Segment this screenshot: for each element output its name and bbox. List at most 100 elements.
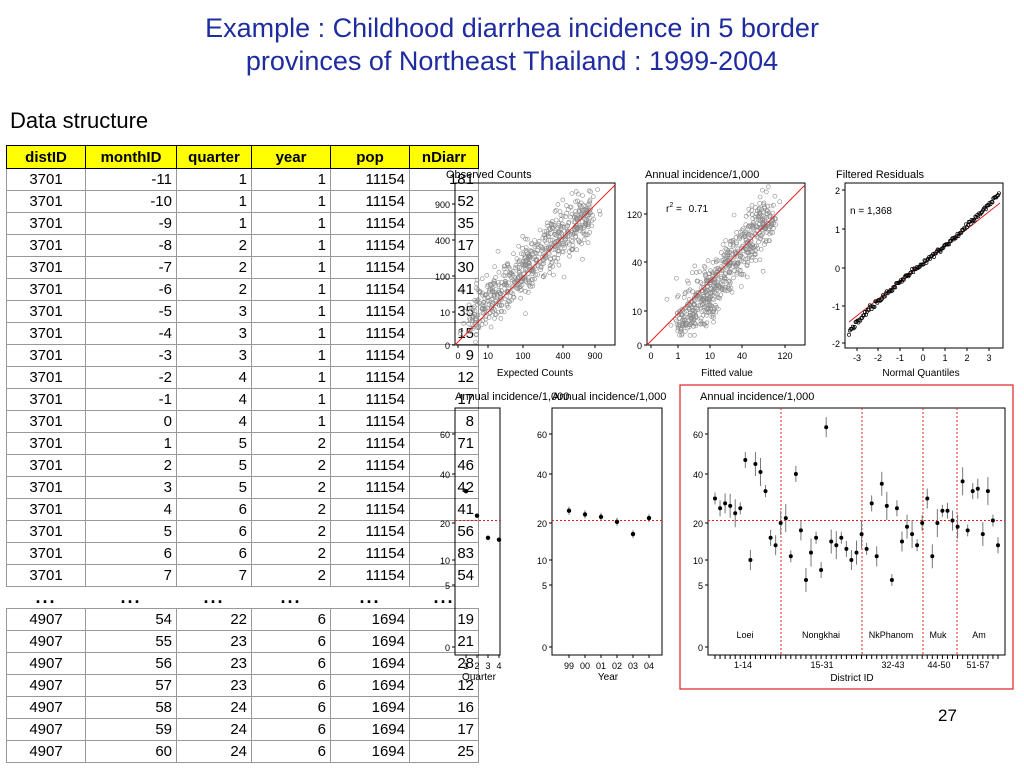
data-point (489, 302, 494, 308)
data-point (507, 299, 513, 304)
data-point (484, 295, 490, 300)
x-tick-label: 4 (496, 661, 501, 671)
data-point (496, 537, 502, 542)
y-tick-label: 100 (435, 272, 450, 282)
data-point (564, 203, 569, 208)
data-point (756, 212, 762, 218)
data-point (506, 280, 511, 286)
data-point (501, 309, 507, 315)
data-point (746, 206, 752, 212)
data-point (578, 224, 584, 230)
x-tick-label: 99 (564, 661, 574, 671)
data-point (685, 278, 690, 284)
data-point (905, 524, 909, 529)
data-point (688, 315, 694, 321)
x-tick-label: 44-50 (927, 660, 950, 670)
data-point (704, 312, 709, 318)
data-point (577, 203, 583, 208)
data-point (460, 288, 466, 293)
data-point (900, 539, 904, 544)
data-point (710, 271, 715, 277)
column-header-ndiarr: nDiarr (409, 145, 479, 169)
data-point (472, 308, 478, 314)
data-point (709, 314, 715, 320)
data-point (498, 309, 504, 314)
data-point (514, 280, 520, 285)
data-point (678, 326, 684, 332)
x-axis-label: District ID (830, 673, 873, 684)
y-tick-label: 2 (835, 186, 840, 196)
x-tick-label: -3 (853, 353, 861, 363)
data-point (874, 554, 879, 559)
data-point (970, 219, 975, 224)
y-tick-label: 5 (445, 581, 450, 591)
data-point (583, 232, 589, 238)
data-point (718, 250, 724, 255)
data-point (854, 319, 859, 324)
data-point (707, 297, 712, 303)
x-axis-label: Fitted value (701, 368, 753, 379)
data-point (733, 511, 738, 516)
data-point (674, 275, 679, 281)
data-point (582, 512, 588, 517)
y-tick-label: 0 (835, 264, 840, 274)
data-point (532, 244, 538, 249)
table-cell: 11154 (330, 322, 410, 345)
data-point (738, 506, 743, 511)
y-tick-label: 0 (637, 341, 642, 351)
chart-observed-counts: Observed Counts 0 10 100 400 900 0 10 100 400 900 E… (435, 169, 616, 379)
table-row: 4907 58 24 6 1694 16 (6, 696, 479, 719)
data-point (466, 302, 472, 308)
data-point (748, 252, 754, 258)
data-point (533, 266, 538, 272)
data-point (482, 309, 488, 315)
data-point (755, 217, 761, 222)
y-tick-label: 40 (693, 470, 703, 480)
chart-title: Filtered Residuals (836, 169, 925, 181)
data-point (544, 240, 549, 246)
data-point (528, 241, 534, 246)
table-row: 3701 -3 3 1 11154 9 (6, 344, 479, 367)
chart-title: Annual incidence/1,000 (700, 391, 814, 403)
data-point (718, 275, 724, 281)
data-point (690, 270, 695, 276)
data-point (488, 324, 494, 330)
data-point (734, 230, 740, 235)
data-point (690, 289, 696, 294)
data-point (560, 213, 566, 219)
data-point (768, 535, 773, 540)
data-point (726, 270, 732, 275)
data-point (506, 264, 512, 270)
y-tick-label: 10 (440, 556, 450, 566)
data-point (731, 212, 737, 218)
data-point (750, 212, 755, 217)
y-tick-label: 20 (440, 519, 450, 529)
x-axis-label: Expected Counts (497, 368, 573, 379)
x-tick-label: 15-31 (810, 660, 833, 670)
data-point (481, 300, 487, 306)
data-point (502, 273, 508, 279)
data-point (576, 239, 582, 245)
data-point (555, 202, 561, 207)
data-point (688, 312, 693, 318)
data-point (730, 238, 736, 243)
data-point (677, 332, 682, 338)
data-point (573, 199, 578, 205)
data-point (597, 212, 603, 217)
data-point (492, 264, 498, 270)
data-point (741, 272, 746, 277)
data-point (520, 278, 525, 283)
data-point (743, 237, 749, 242)
x-tick-label: 2 (964, 353, 969, 363)
table-row: 4907 56 23 6 1694 28 (6, 652, 479, 675)
data-point (935, 521, 940, 525)
data-point (690, 308, 696, 314)
data-point (587, 201, 593, 206)
data-point (945, 508, 950, 513)
data-point (757, 201, 763, 206)
data-point (769, 219, 775, 225)
data-point (520, 234, 526, 239)
data-point (735, 261, 741, 267)
data-point (557, 209, 563, 214)
data-point (767, 238, 772, 244)
